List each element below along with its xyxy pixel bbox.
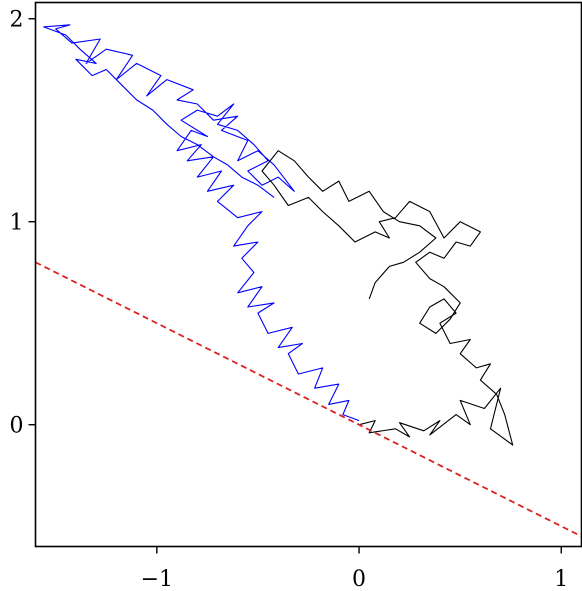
series-line-0 xyxy=(43,24,360,422)
axis-ticks: −1 0 1 0 1 2 xyxy=(10,8,569,591)
series-line-1 xyxy=(261,150,514,446)
x-tick-label-0: −1 xyxy=(141,567,173,591)
x-tick-label-2: 1 xyxy=(554,567,568,591)
y-tick-label-2: 2 xyxy=(10,8,24,33)
x-tick-label-1: 0 xyxy=(352,567,366,591)
y-tick-label-0: 0 xyxy=(10,414,24,439)
axes-frame xyxy=(34,1,582,548)
y-tick-label-1: 1 xyxy=(10,211,24,236)
plot-area xyxy=(35,24,582,538)
series-line-2 xyxy=(35,261,582,538)
